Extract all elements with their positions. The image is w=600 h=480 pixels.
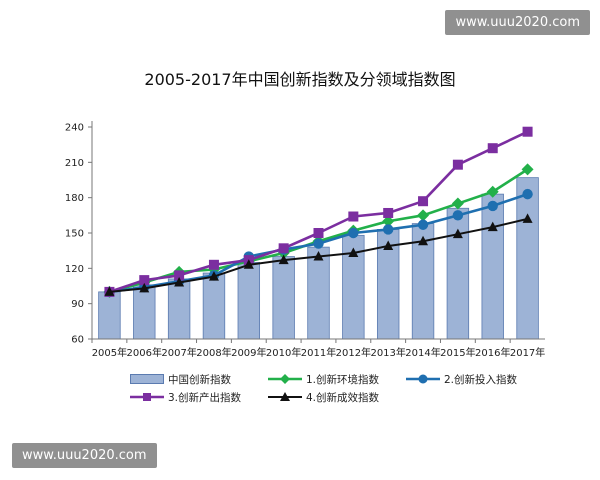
bar-1: [133, 284, 156, 340]
series-3-point-5: [278, 254, 289, 265]
legend-label-bars: 中国创新指数: [168, 373, 231, 386]
series-3-point-10: [452, 228, 463, 239]
x-tick-label-4: 2009年: [231, 346, 266, 359]
series-2-point-7: [348, 211, 359, 222]
bar-3: [202, 272, 226, 340]
series-3-point-3: [208, 271, 219, 281]
series-3-point-7: [348, 247, 359, 258]
series-2-point-3: [208, 259, 219, 270]
y-tick-label-1: 90: [71, 299, 84, 310]
series-1-point-12: [522, 188, 533, 200]
series-1-point-11: [487, 200, 498, 212]
series-0-point-11: [486, 185, 499, 198]
series-3-point-2: [174, 276, 185, 287]
legend-key-series-2: [130, 393, 164, 401]
series-1-point-6: [313, 238, 324, 249]
legend-item-bars: 中国创新指数: [130, 372, 268, 387]
legend-item-series-1: 2.创新投入指数: [406, 372, 544, 387]
x-tick-label-11: 2016年: [475, 346, 510, 359]
x-tick-label-2: 2007年: [161, 346, 196, 359]
legend-item-series-3: 4.创新成效指数: [268, 390, 406, 405]
bar-4: [237, 262, 261, 340]
legend-key-series-0: [268, 374, 302, 384]
series-2-point-12: [522, 126, 533, 137]
series-1-point-7: [348, 227, 359, 239]
series-0-point-10: [451, 197, 464, 210]
series-3-point-9: [418, 235, 429, 246]
x-tick-label-9: 2014年: [405, 346, 440, 359]
bar-6: [307, 246, 330, 340]
series-3-point-12: [522, 213, 533, 223]
series-2-point-11: [487, 143, 498, 154]
bar-2: [167, 278, 191, 340]
x-tick-label-6: 2011年: [301, 346, 336, 359]
y-tick-label-2: 120: [65, 264, 84, 275]
series-1-point-8: [382, 224, 394, 235]
legend-key-bars: [130, 374, 164, 384]
x-tick-label-10: 2015年: [440, 346, 475, 359]
legend-key-series-1: [406, 374, 440, 384]
series-0-point-8: [382, 215, 395, 228]
y-tick-label-6: 240: [65, 123, 84, 134]
series-2-point-6: [313, 228, 324, 238]
x-tick-label-1: 2006年: [127, 346, 162, 359]
series-2-point-10: [452, 159, 463, 170]
x-tick-label-7: 2012年: [336, 346, 371, 359]
legend-label-series-2: 3.创新产出指数: [168, 391, 242, 404]
series-3-point-4: [243, 259, 254, 269]
bar-12: [516, 177, 539, 340]
x-tick-label-0: 2005年: [92, 346, 127, 359]
legend-label-series-1: 2.创新投入指数: [444, 373, 518, 386]
legend-label-series-3: 4.创新成效指数: [306, 391, 380, 404]
series-3-point-0: [104, 286, 115, 296]
bar-0: [98, 291, 121, 340]
series-3-point-6: [313, 251, 324, 261]
y-tick-label-3: 150: [65, 229, 84, 240]
x-tick-label-12: 2017年: [510, 346, 545, 359]
watermark-bottom: www.uuu2020.com: [12, 443, 157, 468]
series-2-point-1: [139, 275, 150, 286]
chart-legend: 中国创新指数 1.创新环境指数 2.创新投入指数 3.创新产出指数 4.创新成效…: [130, 370, 550, 406]
x-tick-label-5: 2010年: [266, 346, 301, 359]
series-2-point-2: [174, 270, 185, 281]
series-2-point-9: [418, 196, 429, 207]
series-3-point-11: [487, 221, 498, 232]
series-1-point-9: [417, 219, 429, 230]
bar-10: [446, 207, 470, 340]
y-tick-label-5: 210: [65, 158, 84, 169]
series-0-point-12: [521, 163, 534, 176]
x-tick-label-8: 2013年: [370, 346, 405, 359]
series-3-point-1: [139, 282, 150, 293]
series-2-point-5: [278, 243, 289, 254]
series-0-point-9: [417, 209, 430, 222]
series-1-point-10: [452, 210, 464, 221]
legend-item-series-0: 1.创新环境指数: [268, 372, 406, 387]
watermark-top: www.uuu2020.com: [445, 10, 590, 35]
x-tick-label-3: 2008年: [196, 346, 231, 359]
bar-11: [481, 193, 504, 340]
chart-title: 2005-2017年中国创新指数及分领域指数图: [144, 70, 456, 89]
series-3-point-8: [383, 240, 394, 250]
y-tick-label-4: 180: [65, 193, 84, 204]
y-tick-label-0: 60: [71, 335, 84, 346]
series-2-point-8: [383, 207, 394, 218]
legend-label-series-0: 1.创新环境指数: [306, 373, 380, 386]
legend-key-series-3: [268, 392, 302, 401]
legend-item-series-2: 3.创新产出指数: [130, 390, 268, 405]
bar-5: [272, 256, 295, 340]
